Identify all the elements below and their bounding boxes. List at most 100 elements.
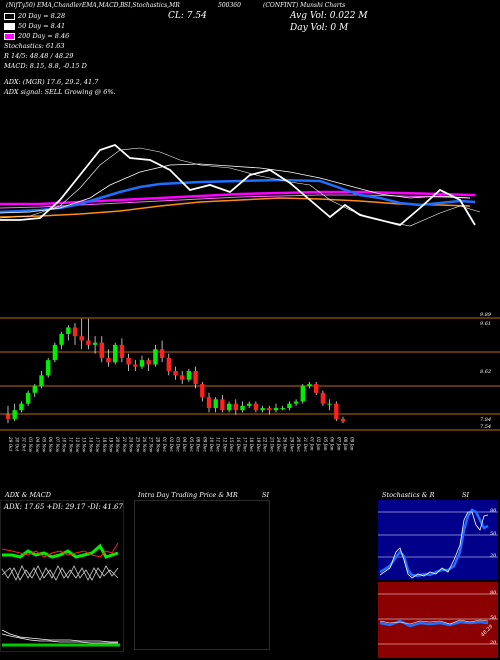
- date-tick: 08 Jan: [343, 437, 348, 451]
- price-tick-4: 7.84: [480, 417, 492, 423]
- stoch-si: SI: [462, 491, 470, 499]
- date-tick: 05 Nov: [42, 437, 47, 453]
- mr-tick-50: 50: [490, 615, 497, 621]
- candle-body: [314, 384, 319, 393]
- close-label: CL: 7.54: [168, 11, 207, 21]
- date-tick: 31 Oct: [21, 437, 26, 451]
- price-tick-1: 9.89: [480, 312, 492, 318]
- date-tick: 26 Nov: [142, 436, 147, 453]
- candle-body: [293, 401, 299, 404]
- date-tick: 05 Jan: [323, 437, 328, 451]
- date-tick: 17 Dec: [243, 437, 248, 452]
- date-tick: 31 Dec: [303, 437, 308, 452]
- date-tick: 18 Dec: [249, 437, 254, 452]
- price-chart: 29 Oct 30 Oct 31 Oct 03 Nov 04 Nov 05 Nov 06 N…: [0, 317, 500, 453]
- date-tick: 24 Nov: [129, 436, 134, 453]
- candle-body: [247, 403, 252, 406]
- date-tick: 17 Nov: [95, 437, 100, 453]
- candle-body: [240, 405, 245, 411]
- candle-body: [86, 340, 91, 345]
- mr-tick-20: 20: [490, 640, 497, 646]
- candle-body: [327, 403, 332, 405]
- date-tick: 27 Nov: [149, 436, 154, 453]
- candle-body: [340, 418, 346, 422]
- candle-body: [139, 360, 145, 367]
- chart-tags: (NifTy50) EMA,ChandlerEMA,MACD,B: [6, 2, 125, 9]
- legend-stoch-detail: R 14/5: 48.48 / 48.29: [4, 52, 74, 60]
- date-tick: 03 Nov: [28, 437, 33, 453]
- avg-vol: Avg Vol: 0.022 M: [290, 11, 368, 21]
- day-vol: Day Vol: 0 M: [290, 23, 349, 33]
- candle-body: [253, 403, 259, 411]
- candle-body: [186, 371, 192, 380]
- date-tick: 29 Dec: [289, 436, 294, 452]
- date-tick: 13 Nov: [82, 437, 87, 453]
- date-tick: 06 Nov: [48, 437, 53, 453]
- candle-body: [287, 403, 292, 409]
- candle-body: [79, 336, 84, 341]
- ema-chart: [0, 143, 481, 227]
- candle-body: [267, 408, 272, 411]
- candle-body: [19, 403, 24, 411]
- chart-tags-2: SI,Stochastics,MR: [124, 2, 180, 9]
- ema200-swatch: [4, 32, 15, 40]
- candle-body: [106, 357, 111, 363]
- candle-body: [59, 333, 64, 345]
- candle-body: [46, 360, 51, 376]
- date-tick: 15 Dec: [229, 437, 234, 452]
- date-tick: 03 Dec: [176, 437, 181, 452]
- candle-body: [52, 344, 58, 361]
- date-tick: 25 Nov: [135, 436, 140, 453]
- date-tick: 11 Dec: [216, 437, 221, 452]
- date-tick: 07 Nov: [55, 437, 60, 453]
- date-tick: 06 Jan: [330, 437, 335, 451]
- adx-values: ADX: 17.65 +DI: 29.17 -DI: 41.67: [4, 503, 123, 511]
- ema20-swatch: [4, 12, 15, 20]
- date-tick: 04 Dec: [182, 437, 187, 452]
- candle-body: [25, 392, 31, 404]
- legend-ema50: 50 Day = 8.41: [4, 21, 116, 31]
- date-tick: 12 Dec: [222, 437, 227, 452]
- adx-panel-title: ADX & MACD: [5, 491, 51, 499]
- candle-body: [200, 384, 205, 398]
- date-tick: 29 Oct: [8, 436, 13, 451]
- legend-macd: MACD: 8.15, 8.8, -0.15 D: [4, 62, 87, 70]
- date-tick: 05 Dec: [189, 437, 194, 452]
- candle-body: [320, 392, 326, 404]
- date-tick: 01 Dec: [162, 437, 167, 452]
- date-tick: 10 Dec: [209, 437, 214, 452]
- candle-body: [32, 386, 37, 393]
- stoch-tick-80: 80: [490, 508, 497, 514]
- date-tick: 30 Oct: [15, 437, 20, 451]
- candle-body: [99, 342, 104, 358]
- candle-body: [260, 408, 265, 411]
- date-tick: 16 Dec: [236, 437, 241, 452]
- date-tick: 22 Dec: [263, 436, 268, 452]
- symbol-code: 500360: [218, 2, 241, 9]
- candle-body: [12, 410, 17, 419]
- date-tick: 23 Dec: [269, 436, 274, 452]
- candle-body: [39, 375, 44, 387]
- candle-body: [280, 408, 285, 410]
- candle-body: [159, 349, 165, 358]
- date-tick: 24 Dec: [276, 436, 281, 452]
- date-tick: 12 Nov: [75, 437, 80, 453]
- intraday-panel: [134, 500, 270, 650]
- candle-body: [113, 344, 118, 363]
- date-tick: 30 Dec: [296, 437, 301, 452]
- stoch-panel-title: Stochastics & R: [382, 491, 435, 499]
- candle-body: [220, 399, 225, 411]
- candle-body: [233, 403, 238, 411]
- candle-body: [126, 357, 131, 365]
- date-tick: 19 Nov: [109, 437, 114, 453]
- candle-body: [213, 399, 218, 409]
- stoch-panel: [378, 500, 498, 580]
- candle-body: [307, 384, 312, 387]
- candle-body: [273, 408, 279, 411]
- blue-line: [0, 178, 476, 214]
- legend-ema20: 20 Day = 8.28: [4, 11, 116, 21]
- candle-body: [133, 364, 138, 367]
- candle-body: [300, 386, 305, 402]
- adx-panel: ADX: 17.65 +DI: 29.17 -DI: 41.67: [0, 500, 124, 652]
- candle-body: [5, 414, 11, 419]
